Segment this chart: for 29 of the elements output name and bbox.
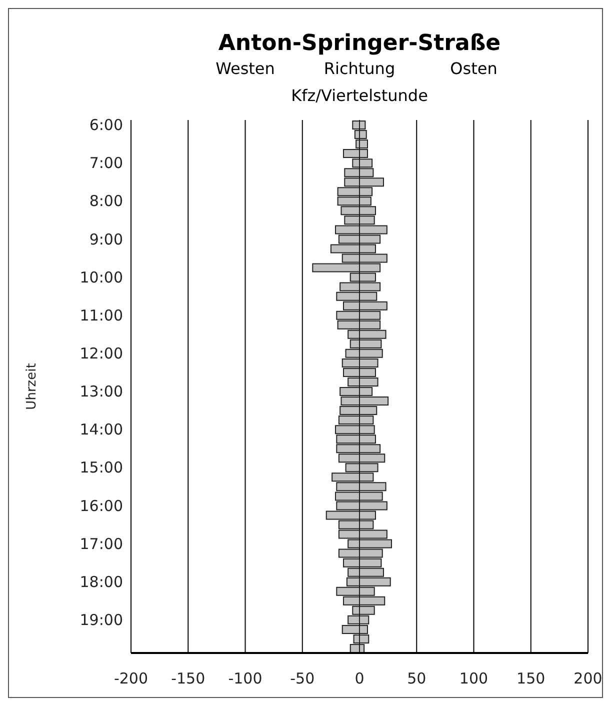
y-tick-label: 19:00 <box>80 611 123 630</box>
y-tick-label: 14:00 <box>80 420 123 439</box>
x-axis-title: Kfz/Viertelstunde <box>291 86 428 105</box>
x-tick-label: 0 <box>354 670 364 688</box>
x-tick-label: 100 <box>459 670 488 688</box>
y-tick-label: 17:00 <box>80 534 123 553</box>
x-tick-label: -150 <box>171 670 206 688</box>
y-tick-label: 8:00 <box>89 192 123 210</box>
x-tick-label: 200 <box>574 670 602 688</box>
y-tick-label: 12:00 <box>80 344 123 363</box>
text: Osten <box>450 59 498 78</box>
x-tick-label: 150 <box>516 670 546 688</box>
x-tick-label: 50 <box>407 670 426 688</box>
y-axis-title: Uhrzeit <box>24 363 40 410</box>
x-tick-label: -50 <box>290 670 315 688</box>
y-tick-label: 13:00 <box>80 382 123 401</box>
chart-title: Anton-Springer-Straße <box>218 31 501 56</box>
y-tick-label: 11:00 <box>80 306 123 324</box>
y-tick-label: 7:00 <box>89 154 123 172</box>
x-tick-label: -200 <box>114 670 148 688</box>
y-tick-label: 16:00 <box>80 496 123 515</box>
y-tick-label: 18:00 <box>80 572 123 591</box>
x-tick-label: -100 <box>228 670 262 688</box>
y-tick-label: 10:00 <box>80 268 123 286</box>
y-tick-label: 9:00 <box>89 230 123 248</box>
text: Westen <box>216 59 275 78</box>
y-tick-label: 6:00 <box>89 116 123 134</box>
y-tick-label: 15:00 <box>80 458 123 477</box>
chart-subtitle: Richtung <box>324 59 396 78</box>
